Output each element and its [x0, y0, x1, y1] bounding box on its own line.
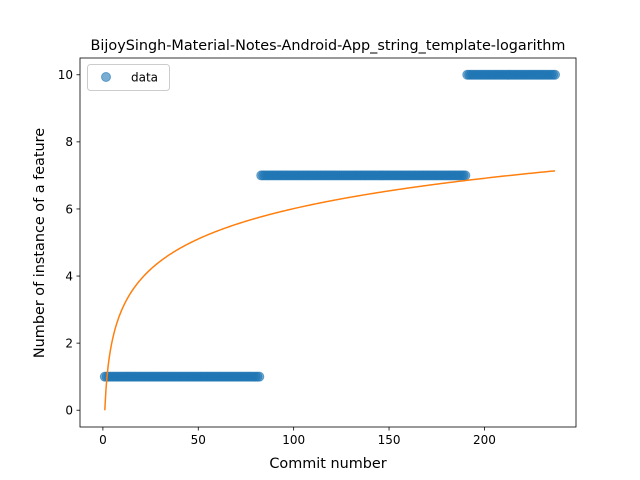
legend: data	[87, 64, 170, 91]
legend-label: data	[131, 71, 158, 85]
x-tick-label: 200	[473, 433, 496, 447]
data-point	[460, 170, 471, 181]
y-tick-label: 6	[65, 202, 73, 216]
fit-line	[104, 170, 556, 411]
x-tick-label: 0	[99, 433, 107, 447]
y-tick-label: 4	[65, 269, 73, 283]
y-tick-label: 0	[65, 404, 73, 418]
axes: 0 50 100 150 200 0 2 4 6 8 10	[58, 57, 577, 447]
x-axis-label: Commit number	[269, 456, 386, 472]
x-tick-label: 100	[282, 433, 305, 447]
y-axis-label: Number of instance of a feature	[32, 128, 48, 358]
chart-title: BijoySingh-Material-Notes-Android-App_st…	[91, 38, 566, 54]
y-tick-label: 10	[58, 68, 73, 82]
legend-marker	[101, 72, 111, 82]
data-point	[550, 69, 561, 80]
x-tick-label: 150	[378, 433, 401, 447]
y-tick-label: 2	[65, 336, 73, 350]
legend-box	[87, 64, 170, 91]
x-tick-label: 50	[191, 433, 206, 447]
axes-frame	[79, 57, 577, 428]
series-marks	[99, 69, 561, 411]
y-tick-label: 8	[65, 135, 73, 149]
data-point	[254, 371, 265, 382]
